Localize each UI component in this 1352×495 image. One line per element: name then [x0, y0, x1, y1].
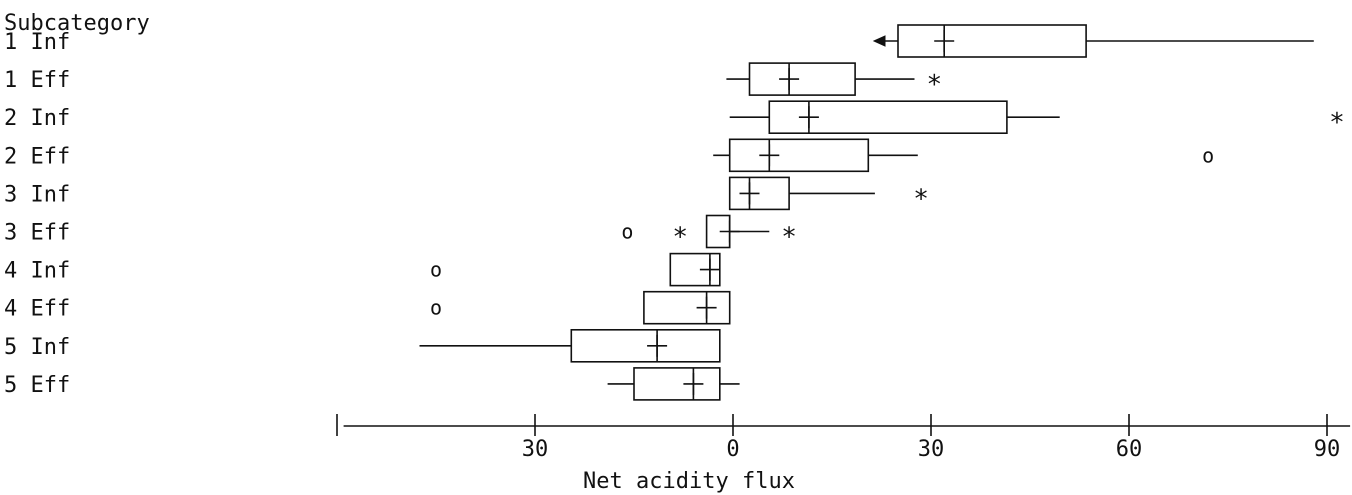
x-tick-label: 30: [918, 437, 945, 462]
category-label: 4 Inf: [4, 259, 70, 284]
category-label: 1 Inf: [4, 30, 70, 55]
category-label: 5 Eff: [4, 373, 70, 398]
outlier-circle: o: [430, 296, 442, 320]
x-tick-label: 60: [1116, 437, 1143, 462]
rows-group: 1 Inf 1 Eff * 2 Inf * 2 Eff o 3 Inf * 3 Eff o * * 4 I…: [4, 24, 1345, 401]
outlier-star: *: [913, 184, 929, 214]
category-label: 4 Eff: [4, 297, 70, 322]
outlier-star: *: [781, 223, 797, 253]
category-label: 3 Eff: [4, 221, 70, 246]
box: [897, 24, 1087, 58]
box: [570, 328, 721, 363]
category-label: 2 Eff: [4, 144, 70, 169]
arrow-head: [872, 35, 886, 47]
box: [643, 290, 731, 325]
category-label: 5 Inf: [4, 335, 70, 360]
outlier-circle: o: [1202, 143, 1214, 167]
x-axis-title: Net acidity flux: [583, 469, 795, 494]
x-tick-label: 30: [522, 437, 549, 462]
x-tick-label: 0: [726, 437, 739, 462]
x-tick-label: 90: [1314, 437, 1341, 462]
outlier-circle: o: [621, 220, 633, 244]
box: [728, 138, 870, 173]
box: [748, 62, 856, 96]
x-axis: 30 0 30 60 90: [336, 414, 1351, 462]
box: [633, 367, 721, 401]
outlier-star: *: [672, 223, 688, 253]
category-label: 3 Inf: [4, 182, 70, 207]
outlier-star: *: [1329, 108, 1345, 138]
outlier-star: *: [926, 70, 942, 100]
category-label: 2 Inf: [4, 106, 70, 131]
header-label: Subcategory: [4, 11, 150, 36]
category-label: 1 Eff: [4, 68, 70, 93]
outlier-circle: o: [430, 258, 442, 282]
